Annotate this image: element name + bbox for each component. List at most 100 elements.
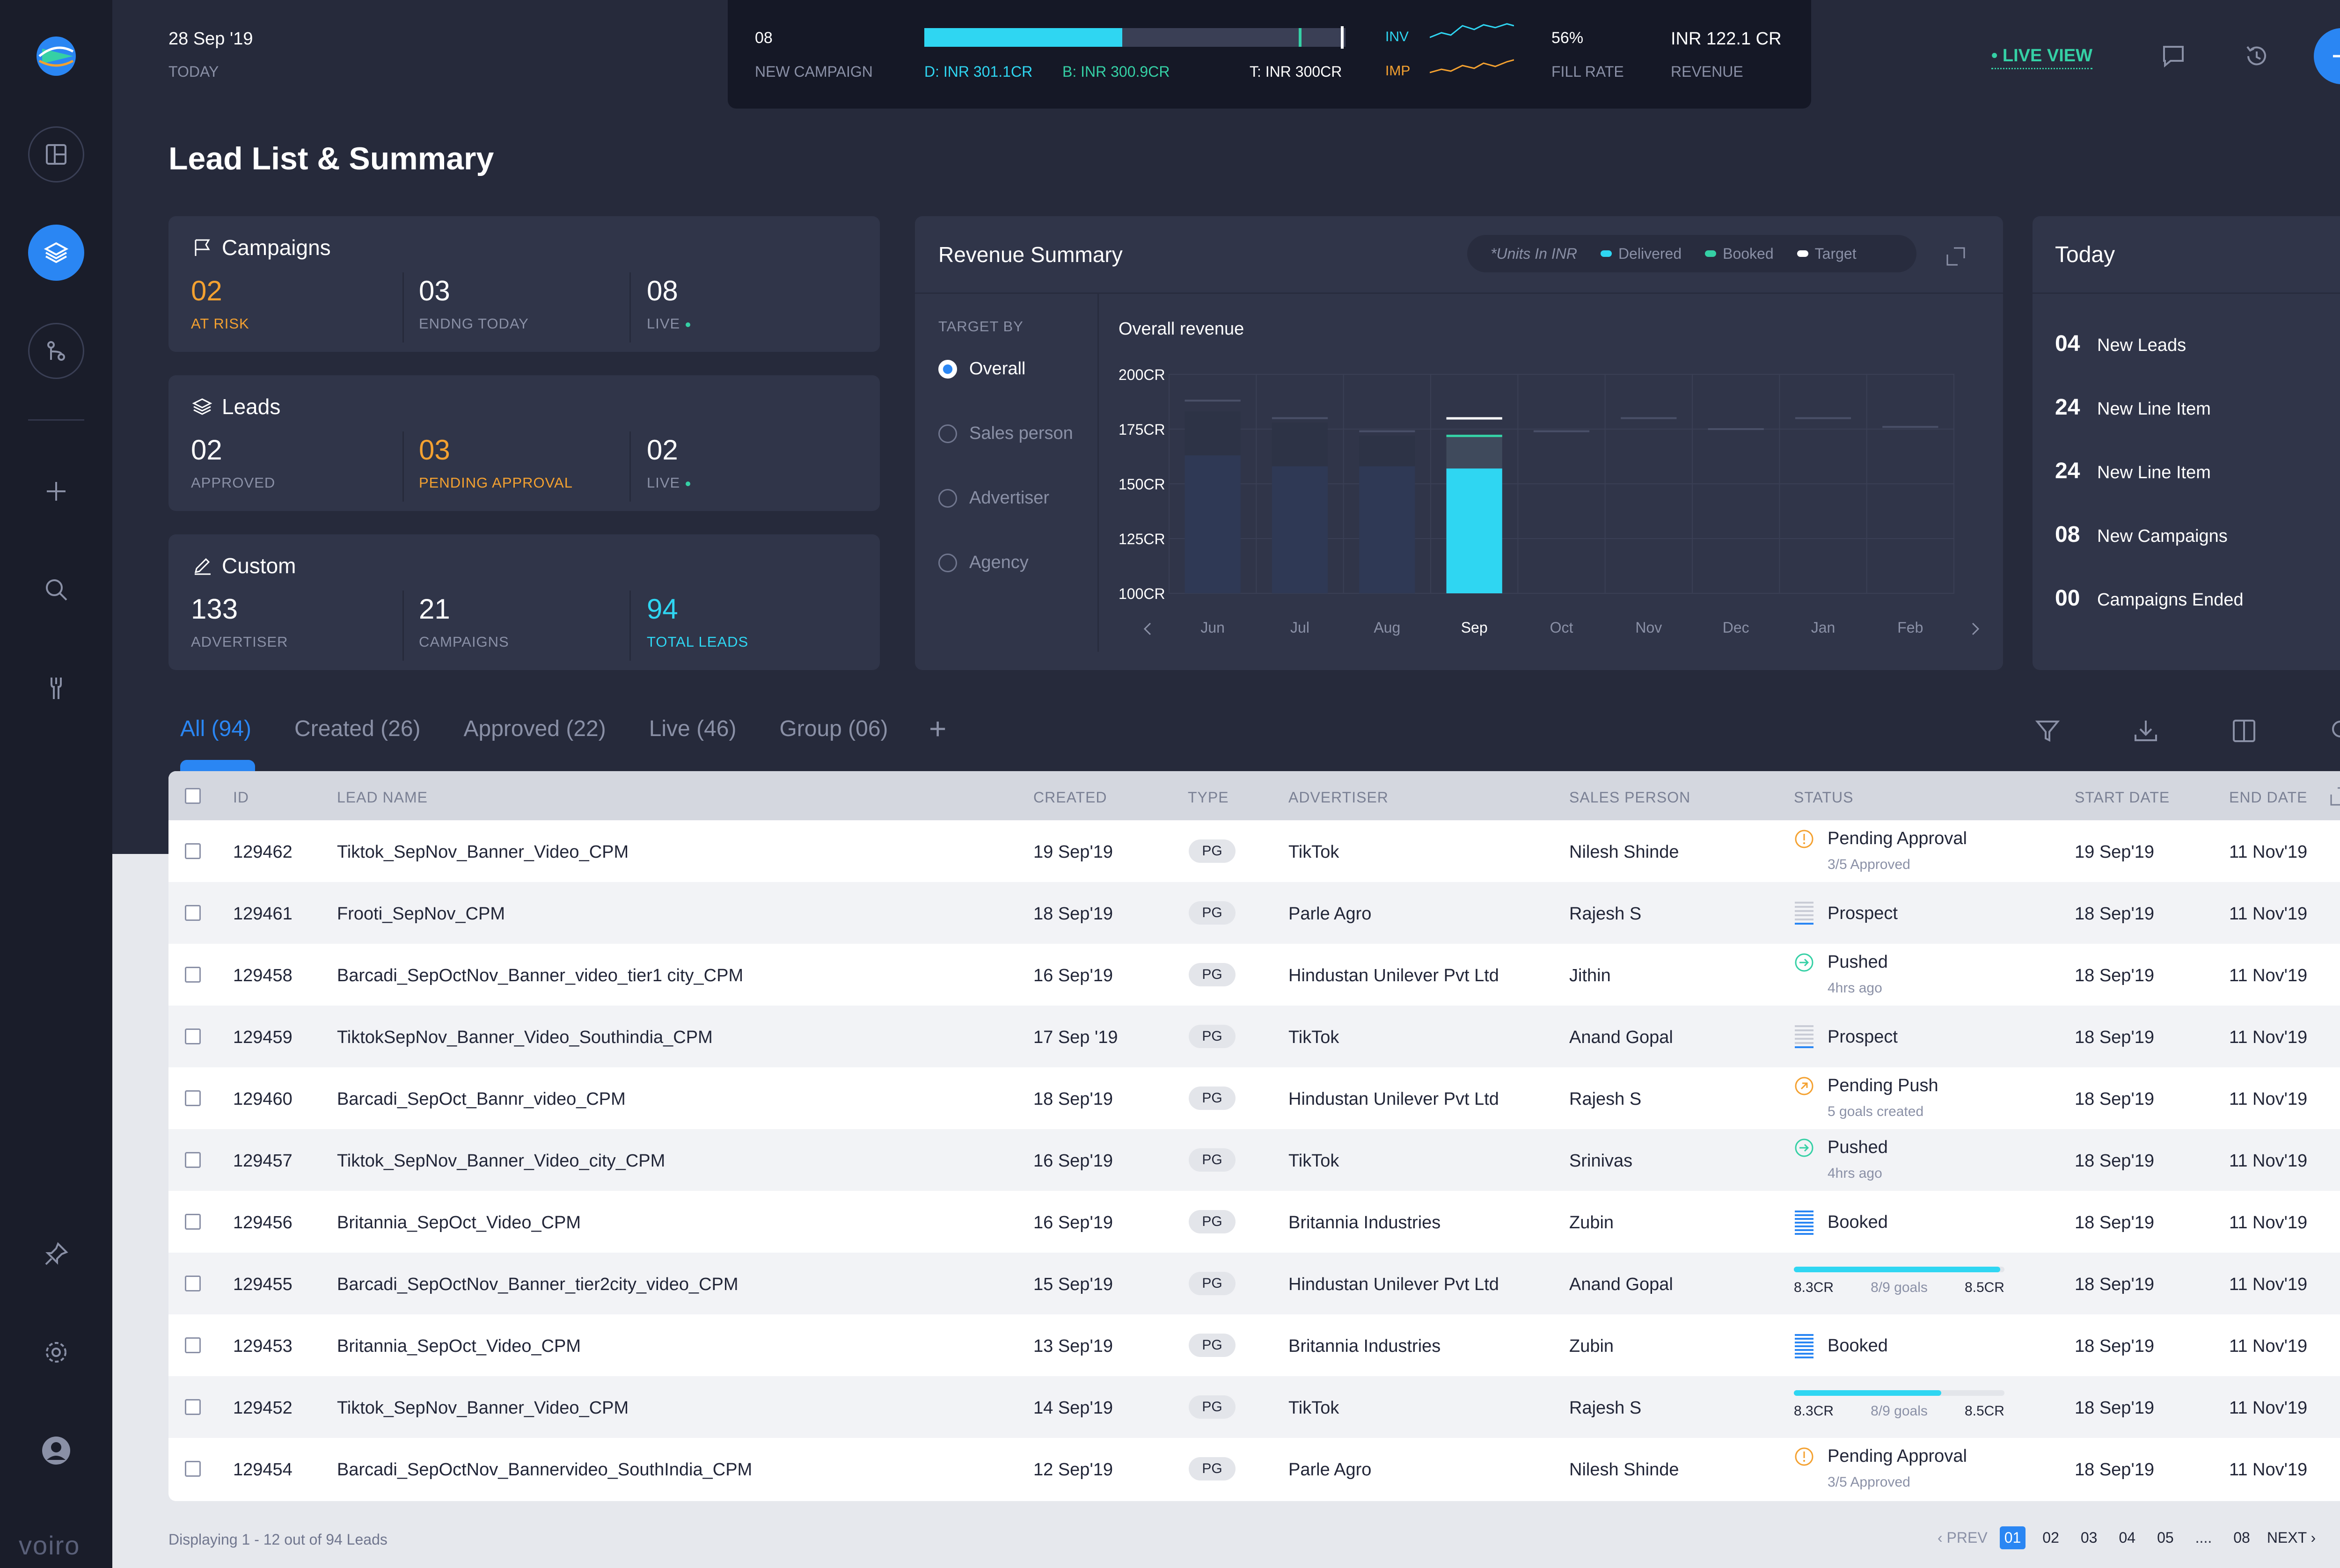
today-campaigns-ended[interactable]: 00 Campaigns Ended xyxy=(2055,586,2244,611)
search-icon[interactable] xyxy=(37,571,75,608)
chart-next-arrow-icon[interactable] xyxy=(1972,622,1980,635)
today-new-line-item-2[interactable]: 24 New Line Item xyxy=(2055,459,2211,483)
row-checkbox[interactable] xyxy=(185,1461,201,1477)
lead-name-cell[interactable]: Barcadi_SepOctNov_Banner_video_tier1 cit… xyxy=(337,966,744,985)
git-branch-icon[interactable] xyxy=(28,323,84,379)
progress-target: 8.5CR xyxy=(1964,1403,2004,1419)
live-campaigns-metric[interactable]: 08 LIVE xyxy=(647,275,691,332)
advertiser-metric[interactable]: 133 ADVERTISER xyxy=(191,593,288,650)
lead-name-cell[interactable]: Tiktok_SepNov_Banner_Video_city_CPM xyxy=(337,1151,665,1171)
row-checkbox[interactable] xyxy=(185,1337,201,1353)
expand-icon[interactable] xyxy=(1945,245,1967,268)
download-icon[interactable] xyxy=(2131,716,2161,746)
col-type[interactable]: TYPE xyxy=(1188,789,1229,806)
page-03[interactable]: 03 xyxy=(2080,1529,2098,1546)
lead-name-cell[interactable]: Britannia_SepOct_Video_CPM xyxy=(337,1213,581,1233)
page-05[interactable]: 05 xyxy=(2157,1529,2174,1546)
lead-id-cell: 129462 xyxy=(233,842,292,862)
table-expand-icon[interactable] xyxy=(2328,785,2340,808)
page-01[interactable]: 01 xyxy=(1999,1526,2026,1549)
tab-approved[interactable]: Approved (22) xyxy=(463,716,606,741)
table-row[interactable]: 129462 Tiktok_SepNov_Banner_Video_CPM 19 S… xyxy=(168,820,2340,882)
tab-group[interactable]: Group (06) xyxy=(779,716,888,741)
page-02[interactable]: 02 xyxy=(2042,1529,2059,1546)
col-status[interactable]: STATUS xyxy=(1794,789,1854,806)
custom-campaigns-metric[interactable]: 21 CAMPAIGNS xyxy=(419,593,509,650)
table-row[interactable]: 129457 Tiktok_SepNov_Banner_Video_city_CP… xyxy=(168,1129,2340,1191)
ending-today-metric[interactable]: 03 ENDNG TODAY xyxy=(419,275,529,332)
today-new-line-item[interactable]: 24 New Line Item xyxy=(2055,395,2211,420)
select-all-checkbox[interactable] xyxy=(185,788,201,804)
row-checkbox[interactable] xyxy=(185,1152,201,1168)
radio-agency[interactable]: Agency xyxy=(938,553,1029,573)
live-leads-metric[interactable]: 02 LIVE xyxy=(647,434,691,491)
today-new-campaigns[interactable]: 08 New Campaigns xyxy=(2055,522,2228,547)
lead-name-cell[interactable]: Barcadi_SepOct_Bannr_video_CPM xyxy=(337,1089,626,1109)
app-logo-icon[interactable] xyxy=(33,33,80,80)
approved-metric[interactable]: 02 APPROVED xyxy=(191,434,276,491)
table-row[interactable]: 129456 Britannia_SepOct_Video_CPM 16 Sep'1… xyxy=(168,1191,2340,1253)
col-advertiser[interactable]: ADVERTISER xyxy=(1288,789,1389,806)
add-tab-icon[interactable]: + xyxy=(929,712,947,745)
total-leads-metric[interactable]: 94 TOTAL LEADS xyxy=(647,593,749,650)
col-end-date[interactable]: END DATE xyxy=(2229,789,2308,806)
add-icon[interactable] xyxy=(37,473,75,510)
table-row[interactable]: 129452 Tiktok_SepNov_Banner_Video_CPM 14 S… xyxy=(168,1376,2340,1438)
target-marker xyxy=(1446,417,1502,420)
table-row[interactable]: 129460 Barcadi_SepOct_Bannr_video_CPM 18 S… xyxy=(168,1067,2340,1129)
layers-icon[interactable] xyxy=(28,225,84,281)
end-date-cell: 11 Nov'19 xyxy=(2229,1275,2308,1294)
row-checkbox[interactable] xyxy=(185,905,201,921)
pin-icon[interactable] xyxy=(37,1235,75,1273)
table-row[interactable]: 129453 Britannia_SepOct_Video_CPM 13 Sep'1… xyxy=(168,1314,2340,1376)
table-row[interactable]: 129454 Barcadi_SepOctNov_Bannervideo_Sout… xyxy=(168,1438,2340,1500)
columns-icon[interactable] xyxy=(2229,716,2259,746)
tab-all[interactable]: All (94) xyxy=(180,716,252,741)
today-new-leads[interactable]: 04 New Leads xyxy=(2055,331,2186,356)
tab-created[interactable]: Created (26) xyxy=(294,716,421,741)
page-08[interactable]: 08 xyxy=(2233,1529,2250,1546)
chat-icon[interactable] xyxy=(2158,41,2188,71)
at-risk-metric[interactable]: 02 AT RISK xyxy=(191,275,249,332)
row-checkbox[interactable] xyxy=(185,1276,201,1291)
prev-page-button[interactable]: ‹ PREV xyxy=(1938,1529,1988,1546)
radio-overall[interactable]: Overall xyxy=(938,359,1025,379)
table-row[interactable]: 129459 TiktokSepNov_Banner_Video_Southind… xyxy=(168,1006,2340,1067)
lead-name-cell[interactable]: Frooti_SepNov_CPM xyxy=(337,904,505,924)
radio-advertiser[interactable]: Advertiser xyxy=(938,488,1049,508)
row-checkbox[interactable] xyxy=(185,967,201,983)
user-avatar-icon[interactable] xyxy=(37,1432,75,1469)
next-page-button[interactable]: NEXT › xyxy=(2267,1529,2316,1546)
row-checkbox[interactable] xyxy=(185,1090,201,1106)
tab-live[interactable]: Live (46) xyxy=(649,716,737,741)
table-row[interactable]: 129458 Barcadi_SepOctNov_Banner_video_tie… xyxy=(168,944,2340,1006)
lead-name-cell[interactable]: Barcadi_SepOctNov_Banner_tier2city_video… xyxy=(337,1275,739,1294)
row-checkbox[interactable] xyxy=(185,843,201,859)
lead-name-cell[interactable]: Tiktok_SepNov_Banner_Video_CPM xyxy=(337,1398,629,1418)
table-row[interactable]: 129455 Barcadi_SepOctNov_Banner_tier2city… xyxy=(168,1253,2340,1314)
settings-gear-icon[interactable] xyxy=(37,1334,75,1371)
col-start-date[interactable]: START DATE xyxy=(2075,789,2170,806)
col-sales-person[interactable]: SALES PERSON xyxy=(1569,789,1691,806)
pending-approval-metric[interactable]: 03 PENDING APPROVAL xyxy=(419,434,573,491)
row-checkbox[interactable] xyxy=(185,1028,201,1044)
table-search-icon[interactable] xyxy=(2327,716,2340,746)
live-view-link[interactable]: • LIVE VIEW xyxy=(1991,46,2092,69)
row-checkbox[interactable] xyxy=(185,1214,201,1230)
lead-name-cell[interactable]: Tiktok_SepNov_Banner_Video_CPM xyxy=(337,842,629,862)
lead-name-cell[interactable]: Barcadi_SepOctNov_Bannervideo_SouthIndia… xyxy=(337,1460,753,1480)
row-checkbox[interactable] xyxy=(185,1399,201,1415)
lead-name-cell[interactable]: TiktokSepNov_Banner_Video_Southindia_CPM xyxy=(337,1028,713,1047)
chart-prev-arrow-icon[interactable] xyxy=(1143,622,1151,635)
page-04[interactable]: 04 xyxy=(2119,1529,2136,1546)
radio-sales-person[interactable]: Sales person xyxy=(938,423,1073,444)
history-icon[interactable] xyxy=(2242,41,2272,71)
col-lead-name[interactable]: LEAD NAME xyxy=(337,789,428,806)
dashboard-icon[interactable] xyxy=(28,126,84,182)
table-row[interactable]: 129461 Frooti_SepNov_CPM 18 Sep'19 PG Parle … xyxy=(168,882,2340,944)
tools-icon[interactable] xyxy=(37,669,75,707)
col-id[interactable]: ID xyxy=(233,789,249,806)
lead-name-cell[interactable]: Britannia_SepOct_Video_CPM xyxy=(337,1336,581,1356)
filter-icon[interactable] xyxy=(2033,716,2062,746)
col-created[interactable]: CREATED xyxy=(1033,789,1107,806)
